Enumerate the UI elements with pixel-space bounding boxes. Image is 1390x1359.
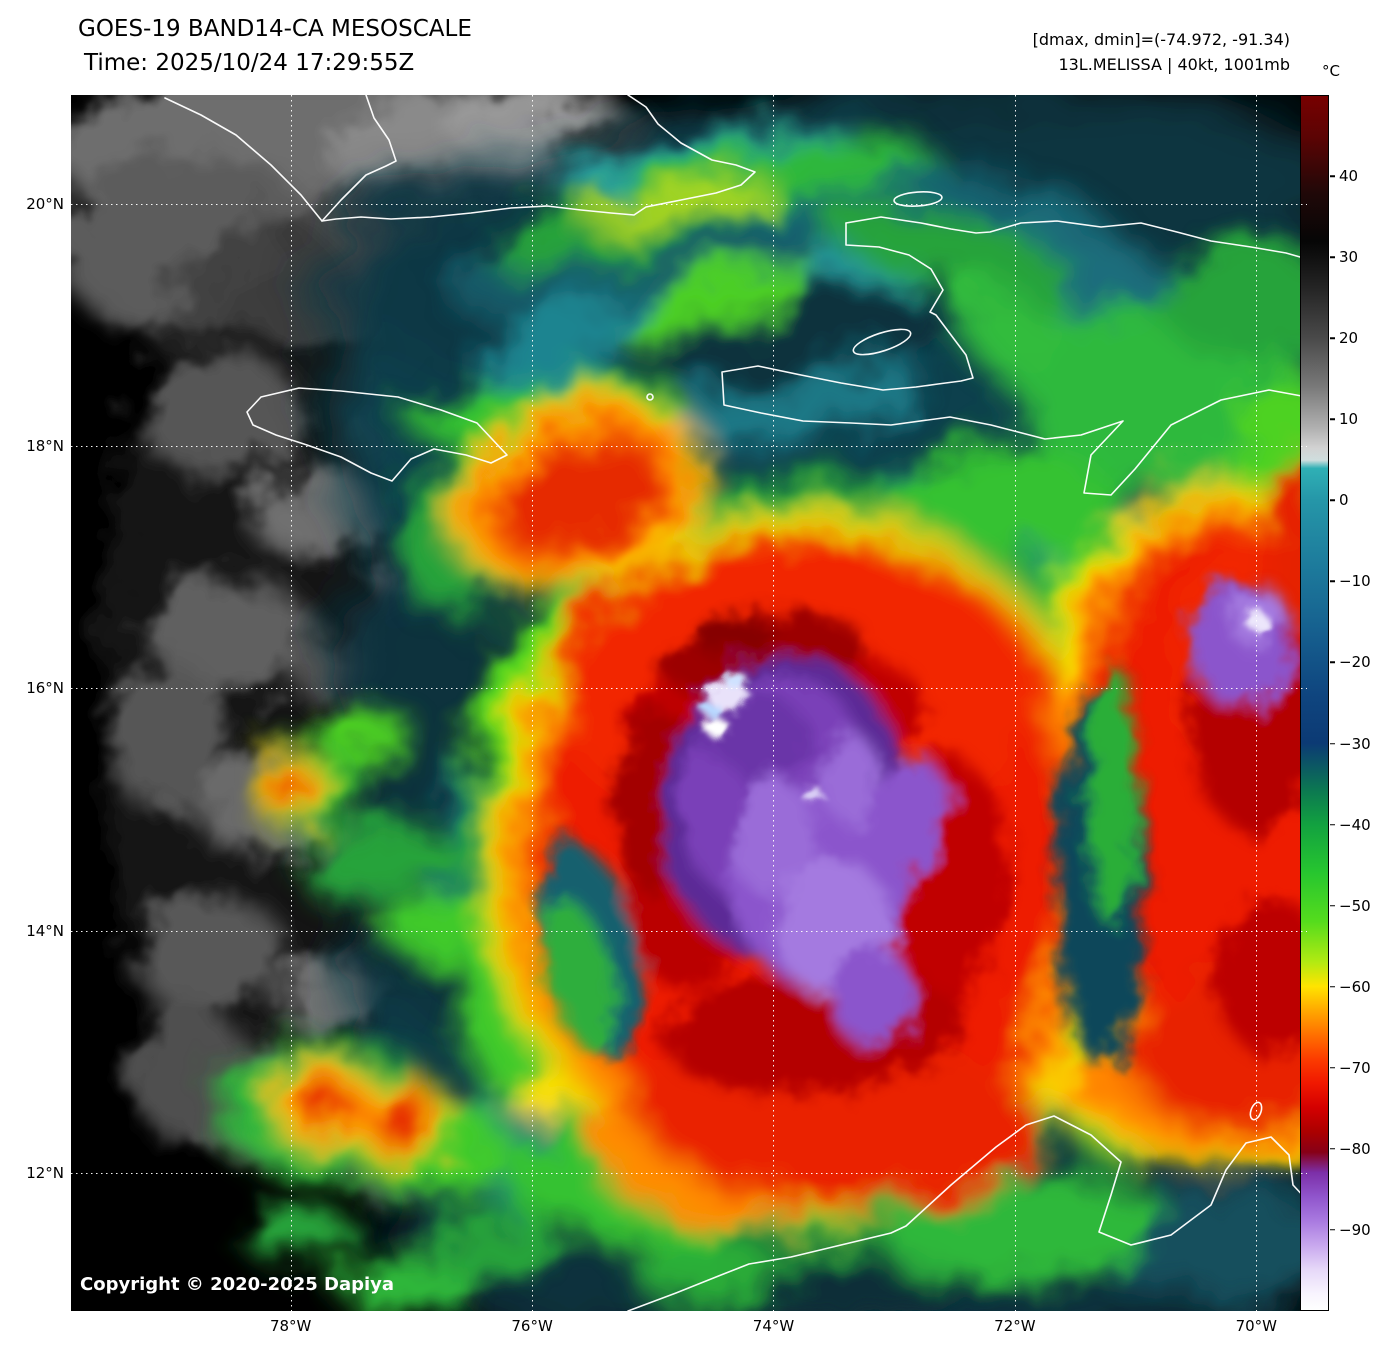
colorbar-tick-mark bbox=[1330, 985, 1335, 988]
colorbar-tick-label: 0 bbox=[1339, 491, 1349, 510]
satellite-map: Copyright © 2020-2025 Dapiya bbox=[71, 95, 1307, 1311]
copyright-text: Copyright © 2020-2025 Dapiya bbox=[80, 1274, 395, 1295]
coastline-hispaniola-north bbox=[845, 216, 1307, 260]
lat-tick-label: 12°N bbox=[26, 1163, 64, 1182]
figure-time: Time: 2025/10/24 17:29:55Z bbox=[84, 50, 415, 76]
colorbar-tick-mark bbox=[1330, 904, 1335, 907]
coastline-hispaniola-south bbox=[721, 222, 1307, 496]
colorbar-tick-mark bbox=[1330, 580, 1335, 583]
colorbar-tick-label: 40 bbox=[1339, 167, 1359, 186]
colorbar-unit-label: °C bbox=[1322, 62, 1340, 80]
colorbar-tick-label: −70 bbox=[1339, 1058, 1371, 1077]
colorbar-tick-label: −90 bbox=[1339, 1220, 1371, 1239]
coastline-aruba-island bbox=[1249, 1101, 1263, 1121]
lon-tick-label: 76°W bbox=[511, 1317, 553, 1335]
colorbar-tick-mark bbox=[1330, 337, 1335, 339]
coastline-jamaica bbox=[246, 387, 508, 482]
colorbar-tick-mark bbox=[1330, 418, 1335, 421]
coastline-cuba-east bbox=[321, 95, 756, 222]
lon-tick-label: 70°W bbox=[1235, 1317, 1278, 1335]
colorbar-tick-mark bbox=[1330, 742, 1335, 745]
colorbar-tick-label: 30 bbox=[1339, 248, 1359, 267]
colorbar-tick-label: 10 bbox=[1339, 410, 1359, 429]
coastline-tortuga-island bbox=[893, 191, 943, 207]
dmax-dmin-text: [dmax, dmin]=(-74.972, -91.34) bbox=[1032, 30, 1290, 49]
colorbar-tick-label: −20 bbox=[1339, 653, 1371, 672]
coldest-tops bbox=[702, 612, 1269, 803]
lat-tick-label: 16°N bbox=[26, 679, 64, 698]
coastline-south-america bbox=[627, 1115, 1307, 1311]
colorbar-tick-label: −60 bbox=[1339, 977, 1371, 996]
lat-tick-label: 14°N bbox=[26, 921, 64, 940]
colorbar-tick-label: −30 bbox=[1339, 734, 1371, 753]
colorbar-tick-label: −10 bbox=[1339, 572, 1371, 591]
colorbar-tick-mark bbox=[1330, 256, 1335, 258]
colorbar-tick-mark bbox=[1330, 823, 1335, 826]
coastline-cuba-west bbox=[164, 95, 397, 222]
colorbar-tick-label: −50 bbox=[1339, 896, 1371, 915]
colorbar-tick-mark bbox=[1330, 1148, 1335, 1150]
colorbar-tick-label: 20 bbox=[1339, 329, 1359, 348]
colorbar-ticks: 40 30 20 10 0 −10 −20 −30 −40 −50 −60 −70 −80 −90 bbox=[1330, 95, 1388, 1311]
colorbar-tick-label: −80 bbox=[1339, 1139, 1371, 1158]
lon-tick-label: 74°W bbox=[752, 1317, 795, 1335]
coastline-navassa-island bbox=[646, 393, 654, 401]
colorbar-tick-mark bbox=[1330, 1067, 1335, 1069]
storm-info-text: 13L.MELISSA | 40kt, 1001mb bbox=[1058, 55, 1290, 74]
annotations: [dmax, dmin]=(-74.972, -91.34) 13L.MELIS… bbox=[1033, 27, 1290, 77]
figure-title: GOES-19 BAND14-CA MESOSCALE bbox=[78, 16, 472, 42]
lon-tick-label: 72°W bbox=[994, 1317, 1036, 1335]
coastline-gonave-island bbox=[852, 328, 912, 356]
lon-tick-label: 78°W bbox=[269, 1317, 312, 1335]
colorbar-tick-label: −40 bbox=[1339, 815, 1371, 834]
colorbar-tick-mark bbox=[1330, 499, 1335, 502]
colorbar-tick-mark bbox=[1330, 661, 1335, 664]
coastlines bbox=[164, 95, 1307, 1311]
colorbar-tick-mark bbox=[1330, 1229, 1335, 1231]
colorbar bbox=[1300, 95, 1329, 1311]
colorbar-tick-mark bbox=[1330, 175, 1335, 177]
lat-tick-label: 20°N bbox=[26, 195, 64, 213]
satellite-image bbox=[71, 95, 1307, 1311]
colorbar-gradient bbox=[1301, 96, 1328, 1310]
lat-tick-label: 18°N bbox=[26, 437, 64, 456]
